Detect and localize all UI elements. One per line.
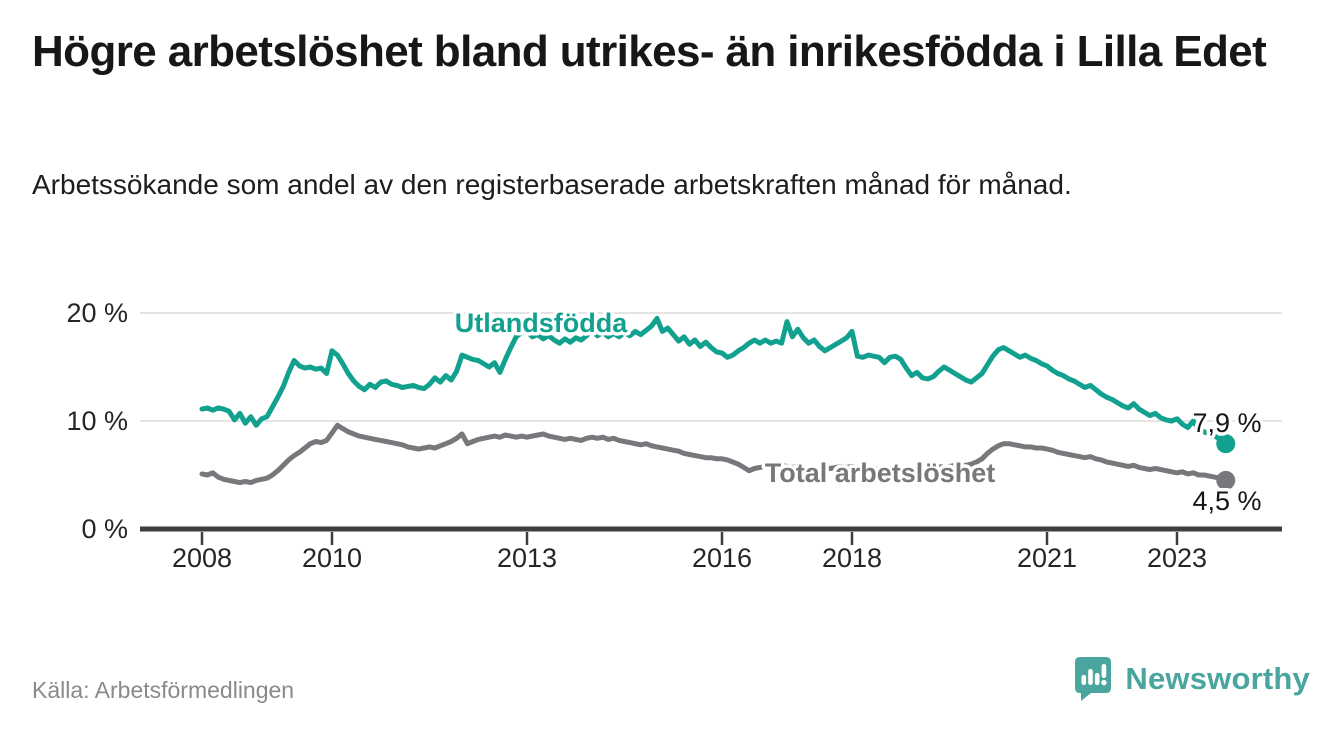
series-end-value-label: 7,9 % — [1192, 408, 1261, 438]
x-axis-label: 2021 — [1017, 543, 1077, 573]
series-line-foreign-born — [199, 315, 1229, 447]
series-line-total — [199, 422, 1229, 486]
x-axis-label: 2016 — [692, 543, 752, 573]
x-axis-label: 2013 — [497, 543, 557, 573]
unemployment-line-chart: 0 % 10 % 20 % 2008 2010 2013 2016 2018 2021 2023 7… — [66, 298, 1282, 573]
series-name-label: Utlandsfödda — [455, 308, 628, 338]
x-axis-label: 2008 — [172, 543, 232, 573]
y-axis-label: 20 % — [66, 298, 128, 328]
source-note: Källa: Arbetsförmedlingen — [32, 677, 295, 703]
series-end-dot — [1216, 434, 1236, 454]
x-axis-label: 2023 — [1147, 543, 1207, 573]
newsworthy-logo-icon — [1075, 657, 1112, 701]
y-axis-label: 0 % — [81, 514, 128, 544]
series-name-label: Total arbetslöshet — [765, 458, 996, 488]
newsworthy-logo: Newsworthy — [1073, 655, 1310, 702]
y-axis-label: 10 % — [66, 406, 128, 436]
chart-subtitle: Arbetssökande som andel av den registerb… — [32, 169, 1072, 200]
series-end-value-label: 4,5 % — [1192, 486, 1261, 516]
newsworthy-wordmark: Newsworthy — [1125, 660, 1310, 696]
x-axis-label: 2018 — [822, 543, 882, 573]
series-end-dot — [1216, 470, 1236, 490]
x-axis-label: 2010 — [302, 543, 362, 573]
page-title: Högre arbetslöshet bland utrikes- än inr… — [32, 27, 1267, 76]
